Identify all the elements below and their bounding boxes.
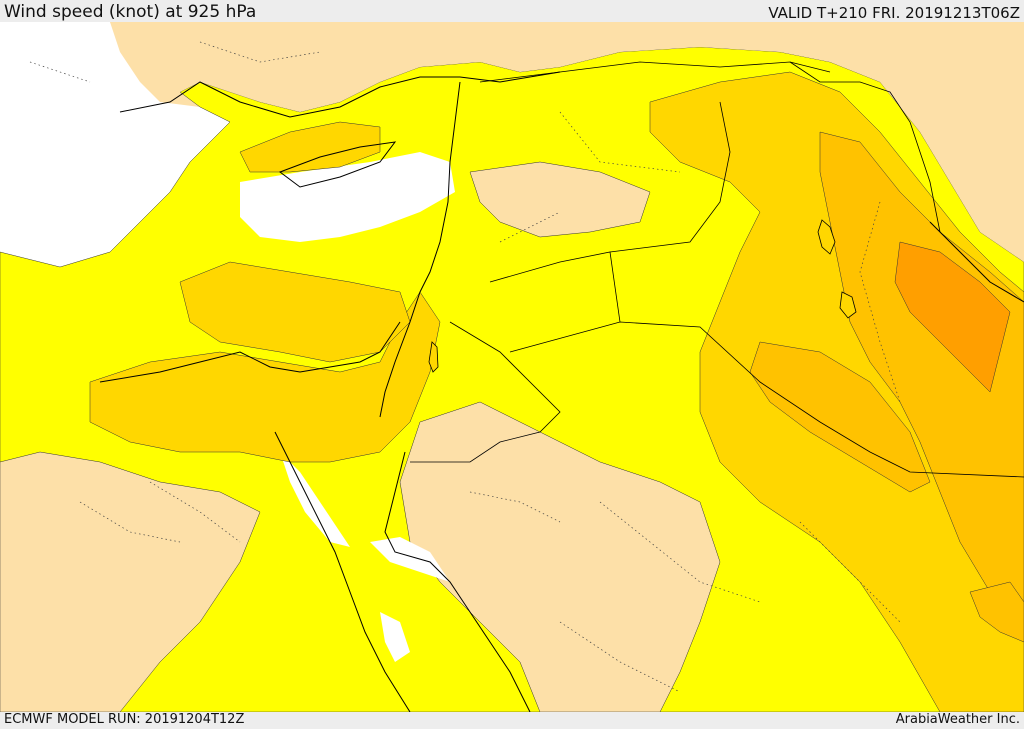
- coastline-persian-gulf: [929, 221, 1024, 303]
- footer-bar: ECMWF MODEL RUN: 20191204T12Z ArabiaWeat…: [0, 712, 1024, 729]
- map-canvas: [0, 22, 1024, 712]
- wind-band-orange-gulf-coast: [969, 581, 1024, 643]
- province-lines: [29, 41, 901, 693]
- coastline-red-sea-east: [384, 451, 531, 712]
- credit: ArabiaWeather Inc.: [895, 712, 1020, 727]
- wind-band-orange-saudi: [749, 341, 931, 493]
- sea-calm-red-sea-lower: [380, 612, 410, 662]
- wind-speed-map: [0, 22, 1024, 712]
- border-jordan: [410, 321, 561, 463]
- sea-calm-red-sea-south: [370, 537, 450, 582]
- title-bar: Wind speed (knot) at 925 hPa VALID T+210…: [0, 0, 1024, 22]
- valid-time: VALID T+210 FRI. 20191213T06Z: [768, 4, 1020, 22]
- dead-sea: [428, 341, 439, 373]
- coastline-cyprus: [278, 141, 397, 188]
- sea-calm-east-overlay: [240, 152, 455, 242]
- coastline-egypt-north: [99, 321, 401, 383]
- wind-band-gold-mediterranean: [179, 261, 411, 363]
- wind-band-gold-cyprus: [239, 121, 381, 173]
- land-calm-egypt-south: [0, 451, 261, 712]
- coastline-red-sea-west: [274, 431, 411, 712]
- sea-calm-red-sea-north: [280, 452, 350, 547]
- border-turkey: [479, 61, 831, 83]
- coastline-turkey-south: [119, 71, 561, 118]
- wind-band-deep-orange-basra: [894, 241, 1011, 393]
- border-iran-iraq: [789, 61, 941, 233]
- land-calm-syria: [469, 161, 651, 238]
- land-calm-anatolia: [110, 22, 480, 112]
- wind-band-gold-sinai: [89, 291, 441, 463]
- model-run: ECMWF MODEL RUN: 20191204T12Z: [4, 712, 245, 727]
- lake-habbaniyah: [839, 291, 857, 319]
- coastline-levant: [379, 81, 461, 418]
- lake-tharthar: [817, 219, 836, 255]
- border-syria-iraq: [489, 101, 731, 323]
- land-calm-north: [480, 22, 1024, 262]
- sea-calm-west: [0, 22, 230, 267]
- border-iraq-saudi: [509, 321, 1024, 478]
- map-title: Wind speed (knot) at 925 hPa: [4, 2, 257, 22]
